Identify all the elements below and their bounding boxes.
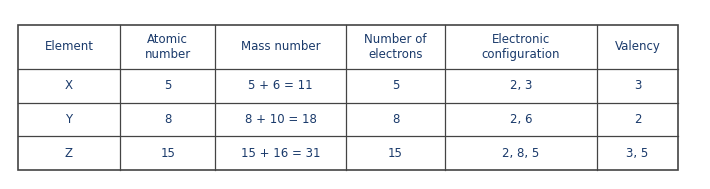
- Text: Valency: Valency: [615, 40, 660, 53]
- Text: 15: 15: [388, 147, 403, 160]
- Text: Electronic
configuration: Electronic configuration: [481, 33, 560, 61]
- Text: 8 + 10 = 18: 8 + 10 = 18: [245, 113, 317, 126]
- Text: 8: 8: [164, 113, 172, 126]
- Text: Element: Element: [45, 40, 94, 53]
- Text: Z: Z: [65, 147, 73, 160]
- Text: Number of
electrons: Number of electrons: [364, 33, 427, 61]
- Text: 5: 5: [392, 79, 399, 92]
- Text: 2, 3: 2, 3: [510, 79, 532, 92]
- Text: 3: 3: [634, 79, 641, 92]
- Text: 8: 8: [392, 113, 399, 126]
- Text: 3, 5: 3, 5: [626, 147, 648, 160]
- Text: 15 + 16 = 31: 15 + 16 = 31: [241, 147, 320, 160]
- Text: 5: 5: [164, 79, 172, 92]
- Text: 2, 6: 2, 6: [510, 113, 532, 126]
- Text: Y: Y: [65, 113, 72, 126]
- Text: Mass number: Mass number: [241, 40, 321, 53]
- Text: Atomic
number: Atomic number: [145, 33, 191, 61]
- Text: 5 + 6 = 11: 5 + 6 = 11: [248, 79, 313, 92]
- Text: 2: 2: [634, 113, 641, 126]
- Text: X: X: [65, 79, 73, 92]
- Text: 2, 8, 5: 2, 8, 5: [502, 147, 540, 160]
- Text: 15: 15: [160, 147, 175, 160]
